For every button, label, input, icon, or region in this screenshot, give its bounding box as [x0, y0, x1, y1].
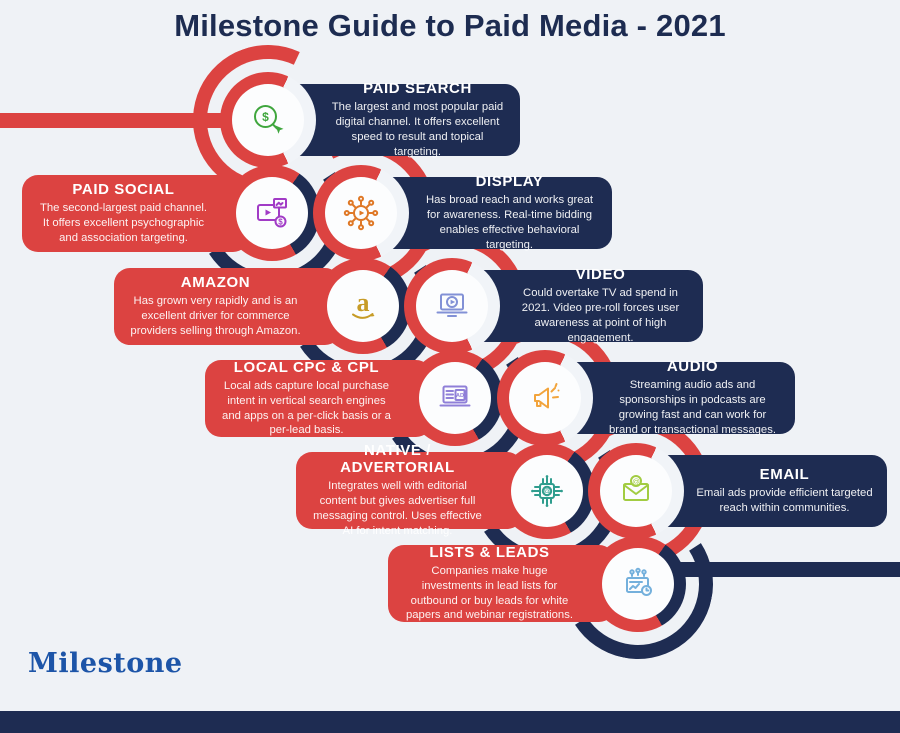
lists-leads-icon-circle — [590, 536, 686, 632]
card-description: Integrates well with editorial content b… — [313, 480, 482, 537]
search-dollar-icon: $ — [248, 100, 288, 140]
laptop-play-icon — [432, 286, 472, 326]
page-title: Milestone Guide to Paid Media - 2021 — [174, 8, 726, 43]
icon-disc: @ — [511, 455, 583, 527]
card-title: PAID SOCIAL — [72, 181, 175, 199]
card-native-advertorial: NATIVE / ADVERTORIAL Integrates well wit… — [296, 442, 523, 537]
card-lists-leads: LISTS & LEADS Companies make huge invest… — [388, 543, 615, 622]
card-title: NATIVE / ADVERTORIAL — [340, 442, 455, 477]
card-title: AUDIO — [666, 358, 719, 376]
paid-search-icon-circle: $ — [220, 72, 316, 168]
display-icon-circle — [313, 165, 409, 261]
lead-list-icon — [618, 564, 658, 604]
icon-disc: AD — [419, 362, 491, 434]
native-advertorial-icon-circle: @ — [499, 443, 595, 539]
card-title: AMAZON — [180, 274, 251, 292]
icon-disc — [325, 177, 397, 249]
audio-icon-circle — [497, 350, 593, 446]
local-cpc-cpl-icon-circle: AD — [407, 350, 503, 446]
social-video-ad-icon: $ — [252, 193, 292, 233]
card-description: The second-largest paid channel. It offe… — [39, 202, 208, 244]
icon-disc: $ — [236, 177, 308, 249]
svg-text:$: $ — [262, 110, 269, 124]
card-description: Email ads provide efficient targeted rea… — [696, 487, 873, 514]
video-icon-circle — [404, 258, 500, 354]
card-amazon: AMAZON Has grown very rapidly and is an … — [114, 268, 341, 345]
icon-disc: @ — [600, 455, 672, 527]
email-icon-circle: @ — [588, 443, 684, 539]
svg-text:AD: AD — [456, 393, 464, 399]
icon-disc — [602, 548, 674, 620]
svg-text:a: a — [357, 288, 370, 317]
network-hub-icon — [341, 193, 381, 233]
envelope-at-icon: @ — [616, 471, 656, 511]
amazon-smile-icon: a — [343, 286, 383, 326]
svg-text:@: @ — [543, 487, 551, 496]
svg-text:@: @ — [632, 477, 640, 486]
icon-disc: $ — [232, 84, 304, 156]
card-title: PAID SEARCH — [363, 80, 472, 98]
svg-text:$: $ — [278, 218, 283, 227]
card-title: LOCAL CPC & CPL — [233, 358, 380, 376]
ai-chip-icon: @ — [527, 471, 567, 511]
milestone-logo: Milestone — [28, 648, 183, 679]
ribbon-entry-left — [0, 113, 232, 128]
ribbon-exit-right — [668, 562, 900, 577]
card-description: Could overtake TV ad spend in 2021. Vide… — [521, 287, 680, 344]
card-description: The largest and most popular paid digita… — [331, 101, 504, 158]
icon-disc — [416, 270, 488, 342]
icon-disc — [509, 362, 581, 434]
megaphone-icon — [525, 378, 565, 418]
card-description: Companies make huge investments in lead … — [405, 564, 574, 622]
icon-disc: a — [327, 270, 399, 342]
card-description: Local ads capture local purchase intent … — [222, 379, 391, 437]
amazon-icon-circle: a — [315, 258, 411, 354]
card-local-cpc-cpl: LOCAL CPC & CPL Local ads capture local … — [205, 358, 432, 437]
card-paid-social: PAID SOCIAL The second-largest paid chan… — [22, 175, 249, 252]
card-description: Has grown very rapidly and is an excelle… — [130, 295, 301, 337]
card-description: Has broad reach and works great for awar… — [425, 194, 594, 251]
footer-bar — [0, 711, 900, 733]
card-title: DISPLAY — [475, 173, 544, 191]
paid-social-icon-circle: $ — [224, 165, 320, 261]
card-title: LISTS & LEADS — [429, 543, 550, 561]
card-description: Streaming audio ads and sponsorships in … — [608, 379, 777, 436]
card-title: EMAIL — [759, 466, 810, 484]
card-title: VIDEO — [575, 266, 626, 284]
laptop-ad-icon: AD — [435, 378, 475, 418]
